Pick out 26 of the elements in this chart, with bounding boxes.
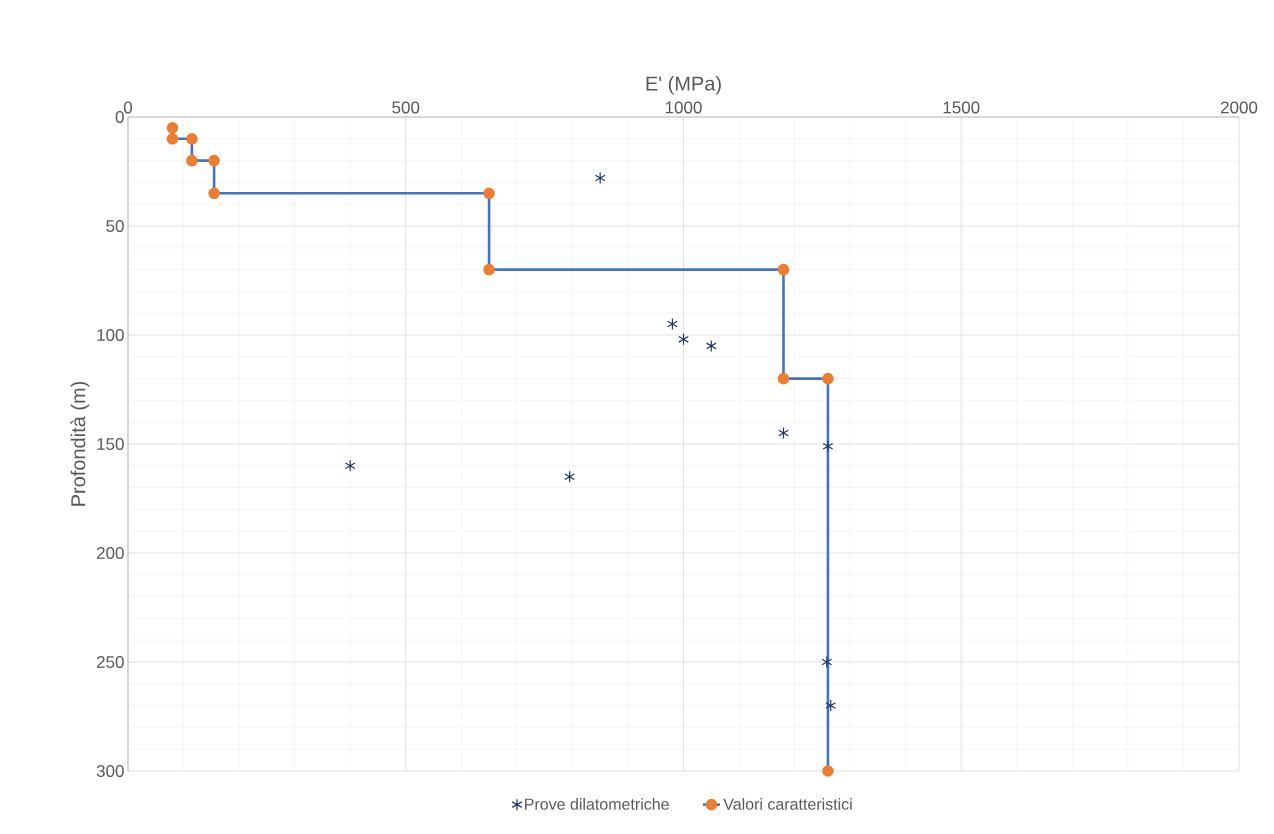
point — [344, 459, 356, 472]
x-tick-label: 0 — [123, 101, 133, 114]
point — [594, 171, 606, 185]
y-tick-label: 250 — [96, 655, 124, 669]
point — [667, 317, 678, 331]
y-tick-label: 150 — [97, 437, 124, 451]
x-tick-label: 1000 — [665, 101, 702, 114]
y-axis-title: Profondità (m) — [70, 381, 90, 506]
legend-label: Valori caratteristici — [723, 798, 852, 810]
y-tick-label: 50 — [106, 219, 124, 233]
point — [705, 339, 717, 352]
x-tick-label: 2000 — [1220, 101, 1258, 114]
y-tick-label: 300 — [96, 764, 124, 778]
legend-label: Prove dilatometriche — [525, 798, 669, 810]
point — [821, 655, 833, 669]
point — [678, 333, 689, 346]
y-tick-label: 0 — [115, 110, 124, 124]
x-tick-label: 500 — [392, 101, 420, 114]
point — [778, 426, 789, 440]
point — [564, 470, 575, 483]
point — [825, 699, 837, 712]
x-tick-label: 1500 — [943, 101, 980, 114]
point — [822, 440, 834, 453]
x-axis-title: E' (MPa) — [646, 75, 721, 95]
y-tick-label: 200 — [96, 546, 124, 560]
y-tick-label: 100 — [97, 328, 124, 342]
